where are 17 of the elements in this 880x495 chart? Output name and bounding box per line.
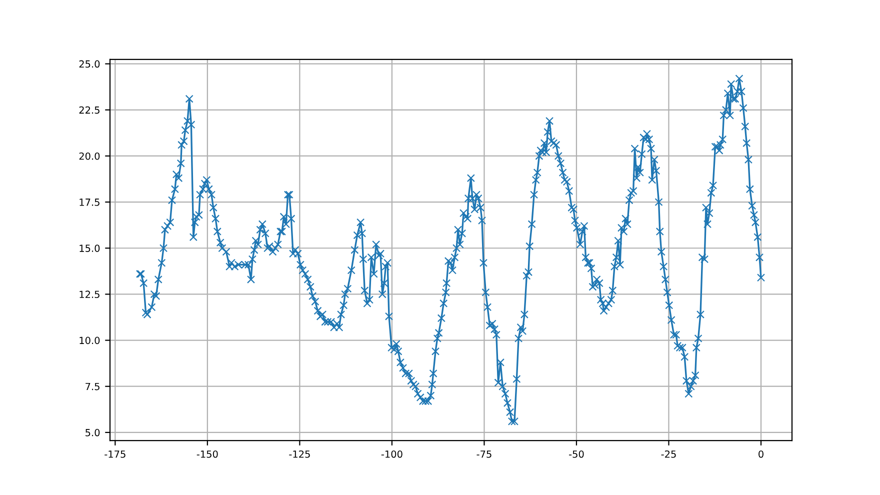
y-tick-label: 10.0	[80, 336, 100, 344]
x-tick-label: -125	[289, 450, 310, 458]
y-tick-label: 15.0	[80, 244, 100, 252]
x-tick-label: -175	[104, 450, 126, 458]
x-tick-label: -50	[569, 450, 584, 458]
x-tick-label: 0	[758, 450, 764, 458]
y-tick-label: 17.5	[80, 198, 100, 206]
y-tick-label: 20.0	[79, 152, 100, 160]
x-tick-label: -150	[196, 450, 218, 458]
x-tick-label: -100	[381, 450, 402, 458]
y-tick-label: 22.5	[79, 106, 100, 114]
y-tick-label: 5.0	[86, 428, 100, 436]
y-tick-label: 12.5	[80, 290, 100, 298]
y-tick-label: 7.5	[86, 382, 100, 390]
y-tick-label: 25.0	[79, 60, 100, 68]
x-tick-label: -25	[661, 450, 676, 458]
x-tick-label: -75	[476, 450, 492, 458]
